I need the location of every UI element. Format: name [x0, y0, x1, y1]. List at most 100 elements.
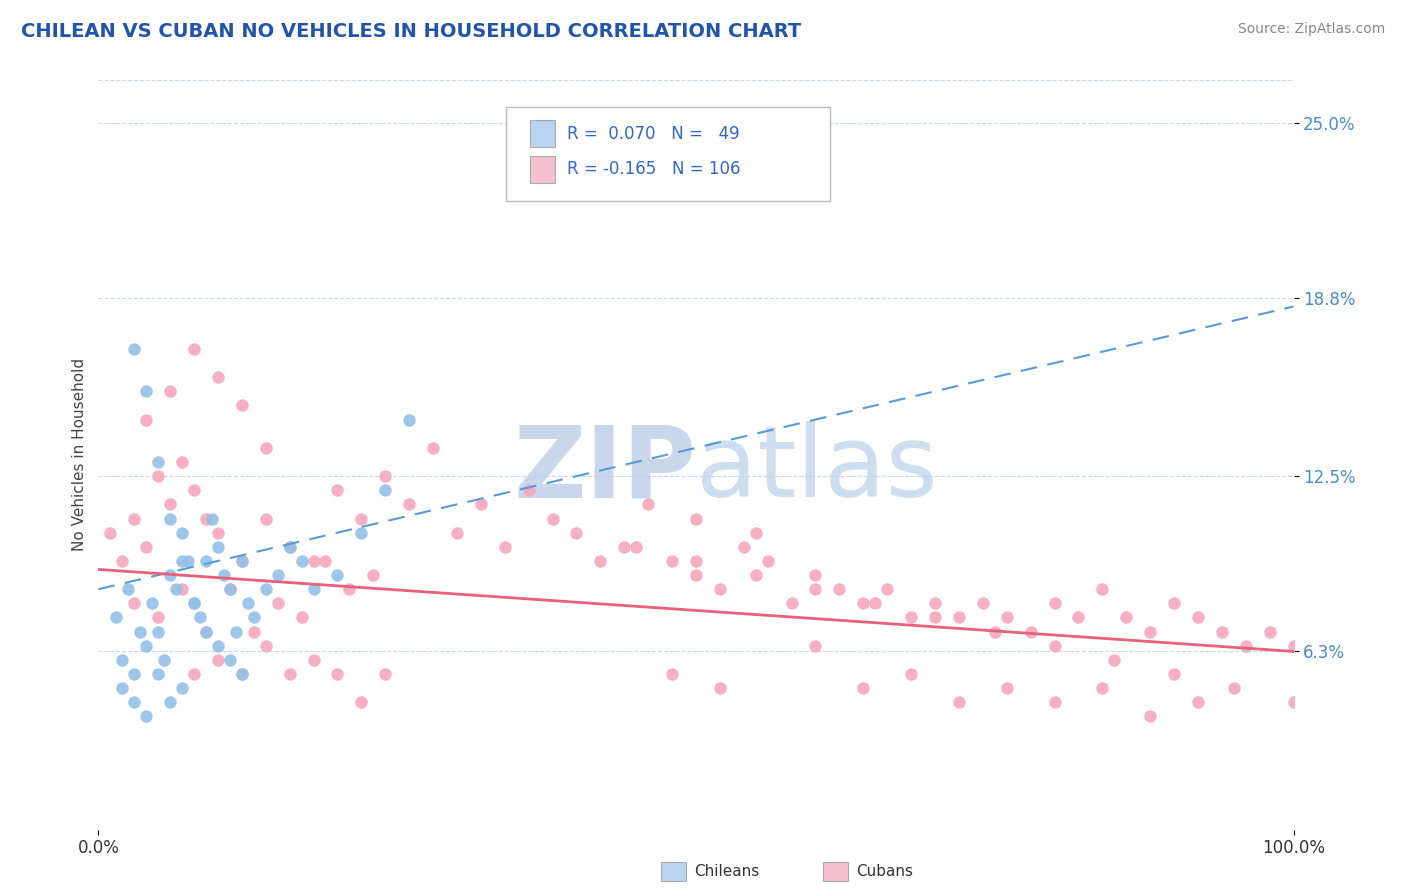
Point	[148, 624, 170, 639]
Point	[124, 695, 146, 709]
Point	[1139, 709, 1161, 723]
Point	[124, 596, 146, 610]
Point	[470, 497, 492, 511]
Point	[589, 554, 612, 568]
Point	[828, 582, 851, 597]
Point	[374, 667, 396, 681]
Point	[159, 695, 181, 709]
Point	[159, 568, 181, 582]
Point	[1211, 624, 1233, 639]
Point	[243, 610, 266, 624]
Point	[374, 483, 396, 498]
Point	[117, 582, 139, 597]
Point	[231, 554, 253, 568]
Point	[1187, 610, 1209, 624]
Point	[207, 370, 229, 384]
Point	[852, 596, 875, 610]
Point	[1282, 639, 1305, 653]
Point	[804, 568, 827, 582]
Point	[291, 554, 314, 568]
Point	[124, 667, 146, 681]
Point	[948, 610, 970, 624]
Point	[780, 596, 803, 610]
Point	[225, 624, 247, 639]
Point	[446, 525, 468, 540]
Point	[350, 695, 373, 709]
Point	[637, 497, 659, 511]
Point	[374, 469, 396, 483]
Point	[135, 384, 157, 399]
Point	[984, 624, 1007, 639]
Point	[207, 540, 229, 554]
Point	[278, 667, 301, 681]
Point	[363, 568, 385, 582]
Point	[756, 554, 779, 568]
Point	[1163, 596, 1185, 610]
Text: R =  0.070   N =   49: R = 0.070 N = 49	[567, 125, 740, 143]
Point	[626, 540, 648, 554]
Point	[852, 681, 875, 696]
Point	[1043, 695, 1066, 709]
Point	[350, 511, 373, 525]
Point	[159, 497, 181, 511]
Point	[219, 653, 242, 667]
Point	[111, 681, 134, 696]
Point	[124, 511, 146, 525]
Point	[148, 469, 170, 483]
Point	[201, 511, 224, 525]
Point	[195, 511, 218, 525]
Point	[1163, 667, 1185, 681]
Point	[350, 525, 373, 540]
Point	[924, 610, 946, 624]
Point	[804, 639, 827, 653]
Point	[1282, 695, 1305, 709]
Point	[1187, 695, 1209, 709]
Point	[165, 582, 187, 597]
Point	[1091, 681, 1114, 696]
Point	[1043, 639, 1066, 653]
Point	[661, 667, 683, 681]
Point	[172, 681, 194, 696]
Point	[972, 596, 994, 610]
Point	[236, 596, 259, 610]
Point	[267, 568, 290, 582]
Point	[195, 554, 218, 568]
Point	[326, 483, 349, 498]
Point	[159, 384, 181, 399]
Point	[231, 667, 253, 681]
Point	[207, 639, 229, 653]
Point	[278, 540, 301, 554]
Point	[207, 653, 229, 667]
Point	[135, 412, 157, 426]
Point	[398, 497, 420, 511]
Point	[148, 667, 170, 681]
Point	[183, 342, 205, 356]
Point	[685, 511, 707, 525]
Point	[302, 554, 325, 568]
Point	[565, 525, 588, 540]
Point	[148, 610, 170, 624]
Point	[172, 582, 194, 597]
Point	[804, 582, 827, 597]
Y-axis label: No Vehicles in Household: No Vehicles in Household	[72, 359, 87, 551]
Point	[254, 639, 277, 653]
Text: Cubans: Cubans	[856, 864, 914, 879]
Point	[494, 540, 516, 554]
Point	[876, 582, 898, 597]
Point	[995, 610, 1018, 624]
Point	[195, 624, 218, 639]
Point	[302, 653, 325, 667]
Point	[172, 455, 194, 469]
Point	[148, 455, 170, 469]
Point	[1258, 624, 1281, 639]
Point	[541, 511, 564, 525]
Point	[177, 554, 200, 568]
Point	[135, 709, 157, 723]
Point	[254, 582, 277, 597]
Point	[183, 596, 205, 610]
Point	[188, 610, 211, 624]
Point	[1067, 610, 1090, 624]
Point	[422, 441, 444, 455]
Point	[613, 540, 636, 554]
Point	[709, 582, 731, 597]
